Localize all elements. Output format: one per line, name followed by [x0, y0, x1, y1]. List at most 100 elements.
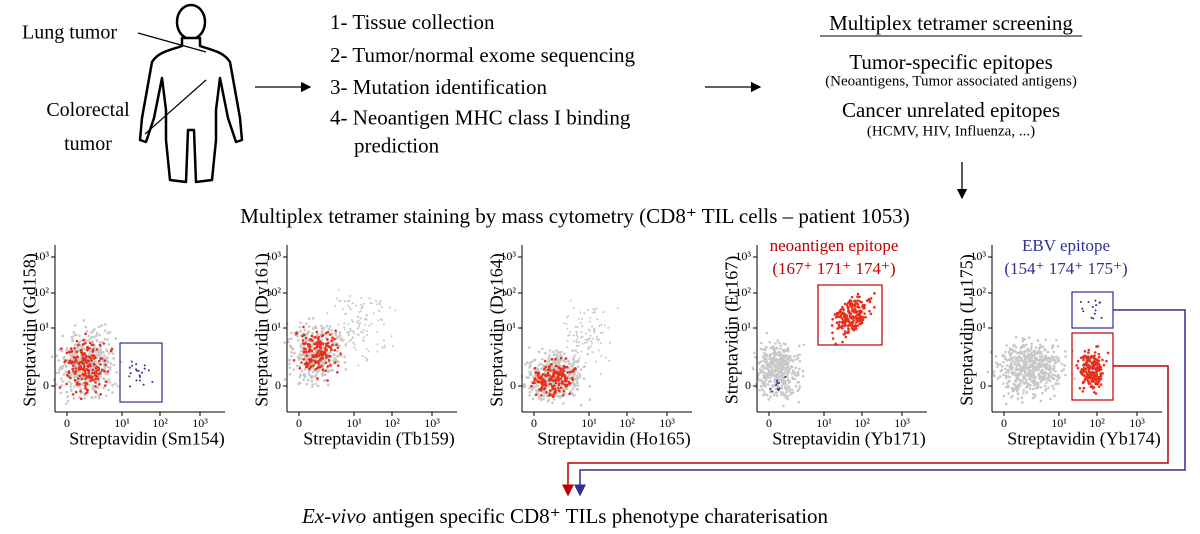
event-dot: [1047, 351, 1050, 354]
event-dot: [358, 325, 360, 327]
event-dot: [588, 385, 591, 388]
event-dot: [99, 371, 102, 374]
event-dot: [338, 331, 341, 334]
event-dot: [333, 338, 336, 341]
epitope-examples: (HCMV, HIV, Influenza, ...): [867, 123, 1035, 140]
event-dot: [1098, 385, 1101, 388]
event-dot: [557, 355, 560, 358]
event-dot: [836, 321, 839, 324]
event-dot: [851, 310, 854, 313]
event-dot: [1033, 350, 1036, 353]
event-dot: [531, 388, 534, 391]
event-dot: [554, 358, 557, 361]
event-dot: [322, 334, 325, 337]
event-dot: [70, 374, 73, 377]
event-dot: [109, 366, 112, 369]
event-dot: [378, 310, 380, 312]
event-dot: [1037, 339, 1040, 342]
event-dot: [348, 331, 350, 333]
event-dot: [336, 371, 339, 374]
event-dot: [296, 364, 299, 367]
event-dot: [70, 347, 73, 350]
event-dot: [777, 376, 780, 379]
event-dot: [1020, 370, 1023, 373]
event-dot: [835, 316, 838, 319]
event-dot: [79, 387, 82, 390]
event-dot: [70, 355, 73, 358]
event-dot: [771, 366, 774, 369]
event-dot: [308, 362, 311, 365]
event-dot: [790, 392, 793, 395]
event-dot: [786, 367, 789, 370]
event-dot: [1088, 301, 1090, 303]
event-dot: [526, 361, 529, 364]
event-dot: [596, 318, 598, 320]
event-dot: [315, 355, 318, 358]
event-dot: [776, 347, 779, 350]
event-dot: [853, 327, 856, 330]
event-dot: [1045, 381, 1048, 384]
event-dot: [780, 385, 783, 388]
event-dot: [300, 361, 303, 364]
event-dot: [528, 387, 531, 390]
event-dot: [766, 368, 769, 371]
event-dot: [579, 311, 581, 313]
event-dot: [334, 330, 337, 333]
event-dot: [332, 359, 335, 362]
event-dot: [1057, 345, 1060, 348]
event-dot: [334, 358, 337, 361]
event-dot: [581, 336, 583, 338]
event-dot: [548, 354, 551, 357]
event-dot: [86, 330, 89, 333]
event-dot: [360, 310, 362, 312]
event-dot: [792, 378, 795, 381]
event-dot: [1098, 378, 1101, 381]
event-dot: [1021, 396, 1024, 399]
event-dot: [1061, 363, 1064, 366]
gate-annotation: EBV epitope: [1022, 236, 1110, 256]
event-dot: [79, 368, 82, 371]
event-dot: [58, 371, 61, 374]
event-dot: [788, 390, 791, 393]
event-dot: [541, 381, 544, 384]
event-dot: [326, 312, 328, 314]
event-dot: [94, 381, 97, 384]
event-dot: [356, 321, 358, 323]
event-dot: [761, 382, 764, 385]
event-dot: [558, 389, 561, 392]
event-dot: [534, 367, 537, 370]
x-axis-label: Streptavidin (Sm154): [69, 429, 225, 450]
organ-label: Colorectal tumor: [38, 93, 138, 161]
event-dot: [564, 361, 567, 364]
event-dot: [1029, 384, 1032, 387]
event-dot: [548, 374, 551, 377]
event-dot: [302, 342, 305, 345]
event-dot: [313, 360, 316, 363]
event-dot: [1015, 336, 1018, 339]
event-dot: [1005, 371, 1008, 374]
event-dot: [81, 346, 84, 349]
event-dot: [557, 376, 560, 379]
step: 1- Tissue collection: [330, 10, 495, 34]
event-dot: [355, 349, 357, 351]
event-dot: [366, 314, 368, 316]
event-dot: [570, 390, 573, 393]
event-dot: [581, 350, 583, 352]
event-dot: [566, 328, 568, 330]
event-dot: [1047, 386, 1050, 389]
event-dot: [846, 314, 849, 317]
event-dot: [1035, 387, 1038, 390]
event-dot: [1002, 361, 1005, 364]
event-dot: [791, 389, 794, 392]
event-dot: [769, 377, 772, 380]
event-dot: [317, 385, 320, 388]
event-dot: [553, 391, 556, 394]
event-dot: [1090, 385, 1093, 388]
event-dot: [562, 402, 565, 405]
event-dot: [832, 337, 835, 340]
event-dot: [309, 374, 312, 377]
event-dot: [112, 352, 115, 355]
event-dot: [1007, 392, 1010, 395]
event-dot: [98, 383, 101, 386]
event-dot: [352, 342, 354, 344]
